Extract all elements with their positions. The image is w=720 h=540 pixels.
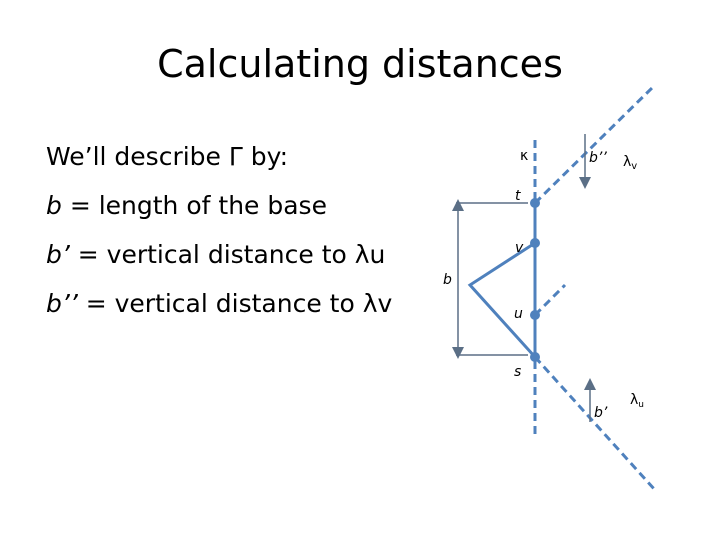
label: λv	[623, 154, 637, 172]
solid-lines	[467, 203, 537, 359]
label: u	[514, 306, 523, 322]
label: b’	[594, 405, 608, 421]
points	[530, 198, 540, 362]
slide-title: Calculating distances	[157, 42, 563, 86]
variable: b’’	[46, 289, 78, 318]
line: b’’ = vertical distance to λv	[46, 279, 392, 328]
label: κ	[520, 148, 528, 164]
point	[530, 198, 540, 208]
triangle	[467, 241, 537, 359]
variable: b’	[46, 240, 70, 269]
variable: b	[46, 191, 62, 220]
measures	[452, 134, 596, 422]
line: b = length of the base	[46, 181, 392, 230]
label: λu	[630, 392, 644, 410]
line-text: = vertical distance to λu	[69, 240, 386, 269]
lambda-u-line	[533, 283, 567, 317]
label: b	[443, 272, 452, 288]
subscript: v	[631, 161, 637, 172]
dashed-lines	[533, 83, 657, 492]
line-text: = vertical distance to λv	[77, 289, 393, 318]
line: b’ = vertical distance to λu	[46, 230, 392, 279]
subscript: u	[638, 400, 644, 410]
line-text: = length of the base	[61, 191, 327, 220]
line: We’ll describe Γ by:	[46, 132, 392, 181]
label: b’’	[589, 150, 607, 166]
label: v	[515, 240, 524, 256]
label: s	[514, 364, 521, 380]
label: t	[515, 188, 521, 204]
bullet-list: We’ll describe Γ by: b = length of the b…	[46, 132, 392, 328]
lambda-u-line	[533, 355, 657, 492]
point	[530, 238, 540, 248]
line-text: We’ll describe Γ by:	[46, 142, 289, 171]
symbol: λ	[623, 154, 631, 170]
point	[530, 310, 540, 320]
lambda-v-line	[533, 83, 657, 205]
symbol: λ	[630, 392, 638, 408]
point	[530, 352, 540, 362]
